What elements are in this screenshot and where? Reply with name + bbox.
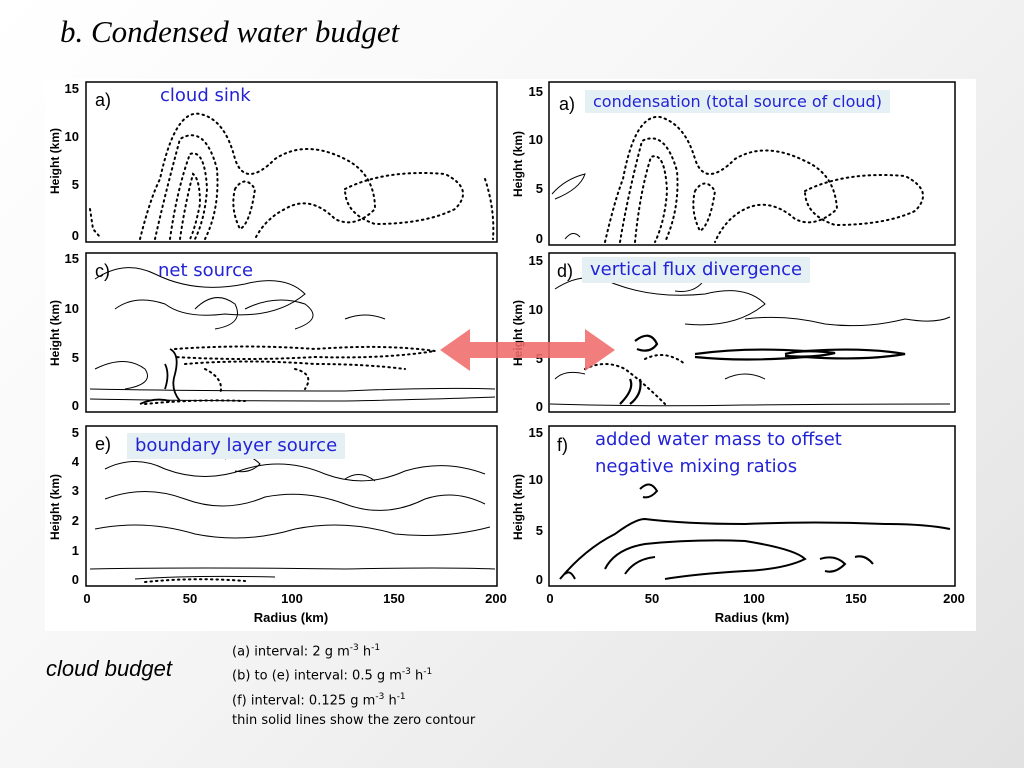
tick-label: 4 xyxy=(72,454,80,469)
note-line: (f) interval: 0.125 g m-3 h-1 xyxy=(232,691,406,708)
tick-label: 0 xyxy=(536,572,543,587)
tick-label: 5 xyxy=(72,350,79,365)
tick-label: 2 xyxy=(72,513,79,528)
tick-label: 5 xyxy=(536,351,543,366)
tick-label: 10 xyxy=(65,129,79,144)
tick-label: 15 xyxy=(65,81,79,96)
note-line: thin solid lines show the zero contour xyxy=(232,712,476,728)
annotation-boundary-layer: boundary layer source xyxy=(127,433,346,459)
tick-label: 0 xyxy=(536,231,543,246)
tick-label: 50 xyxy=(645,591,659,606)
tick-label: 1 xyxy=(72,543,79,558)
tick-label: 5 xyxy=(536,523,543,538)
tick-label: 3 xyxy=(72,483,79,498)
note-line: (a) interval: 2 g m-3 h-1 xyxy=(232,643,381,660)
x-axis-label: Radius (km) xyxy=(254,610,328,625)
tick-label: 15 xyxy=(65,251,79,266)
panel-letter: c) xyxy=(95,261,110,281)
tick-label: 15 xyxy=(529,84,543,99)
tick-label: 0 xyxy=(83,591,90,606)
annotation-vertical-flux: vertical flux divergence xyxy=(582,257,811,283)
tick-label: 0 xyxy=(72,398,79,413)
panel-letter: d) xyxy=(557,261,573,281)
tick-label: 10 xyxy=(529,302,543,317)
tick-label: 0 xyxy=(536,399,543,414)
panel-letter: f) xyxy=(557,435,568,455)
annotation-cloud-sink: cloud sink xyxy=(160,85,251,106)
tick-label: 15 xyxy=(529,253,543,268)
y-axis-label: Height (km) xyxy=(48,474,62,540)
annotation-added-water: added water mass to offset negative mixi… xyxy=(595,429,842,477)
annotation-net-source: net source xyxy=(158,260,254,281)
tick-label: 200 xyxy=(485,591,507,606)
panel-letter: a) xyxy=(95,90,111,110)
x-axis-label: Radius (km) xyxy=(715,610,789,625)
side-label: cloud budget xyxy=(46,656,172,681)
y-axis-label: Height (km) xyxy=(511,474,525,540)
tick-label: 150 xyxy=(383,591,405,606)
y-axis-label: Height (km) xyxy=(48,300,62,366)
tick-label: 15 xyxy=(529,425,543,440)
panel-f: 15 10 5 0 Height (km) f) 0 50 100 150 20… xyxy=(511,425,965,625)
tick-label: 200 xyxy=(943,591,965,606)
double-arrow xyxy=(440,329,615,371)
note-line: (b) to (e) interval: 0.5 g m-3 h-1 xyxy=(232,667,433,684)
panel-letter: a) xyxy=(559,94,575,114)
tick-label: 50 xyxy=(183,591,197,606)
tick-label: 10 xyxy=(529,472,543,487)
y-axis-label: Height (km) xyxy=(48,128,62,194)
tick-label: 100 xyxy=(281,591,303,606)
annotation-condensation: condensation (total source of cloud) xyxy=(585,90,890,114)
tick-label: 5 xyxy=(72,177,79,192)
interval-notes: (a) interval: 2 g m-3 h-1 (b) to (e) int… xyxy=(232,638,475,731)
tick-label: 150 xyxy=(845,591,867,606)
contour-figure: 15 10 5 0 Height (km) a) 15 xyxy=(48,81,965,625)
tick-label: 5 xyxy=(536,181,543,196)
panel-c: 15 10 5 0 Height (km) c) xyxy=(48,251,498,413)
tick-label: 5 xyxy=(72,425,79,440)
tick-label: 0 xyxy=(546,591,553,606)
panel-letter: e) xyxy=(95,434,111,454)
panel-a-left: 15 10 5 0 Height (km) a) xyxy=(48,81,498,243)
tick-label: 10 xyxy=(529,132,543,147)
figure: 15 10 5 0 Height (km) a) 15 xyxy=(45,79,976,631)
tick-label: 0 xyxy=(72,572,79,587)
tick-label: 0 xyxy=(72,228,79,243)
tick-label: 10 xyxy=(65,301,79,316)
y-axis-label: Height (km) xyxy=(511,131,525,197)
slide-title: b. Condensed water budget xyxy=(60,14,400,49)
tick-label: 100 xyxy=(743,591,765,606)
